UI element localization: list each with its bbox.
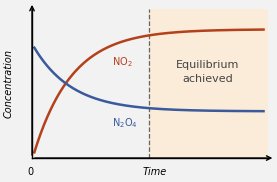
Bar [149,9,277,158]
Text: NO$_2$: NO$_2$ [112,55,133,69]
Text: Equilibrium
achieved: Equilibrium achieved [176,60,240,84]
Text: Time: Time [143,167,167,177]
Text: N$_2$O$_4$: N$_2$O$_4$ [112,116,138,130]
Text: Concentration: Concentration [3,49,13,118]
Text: 0: 0 [28,167,34,177]
